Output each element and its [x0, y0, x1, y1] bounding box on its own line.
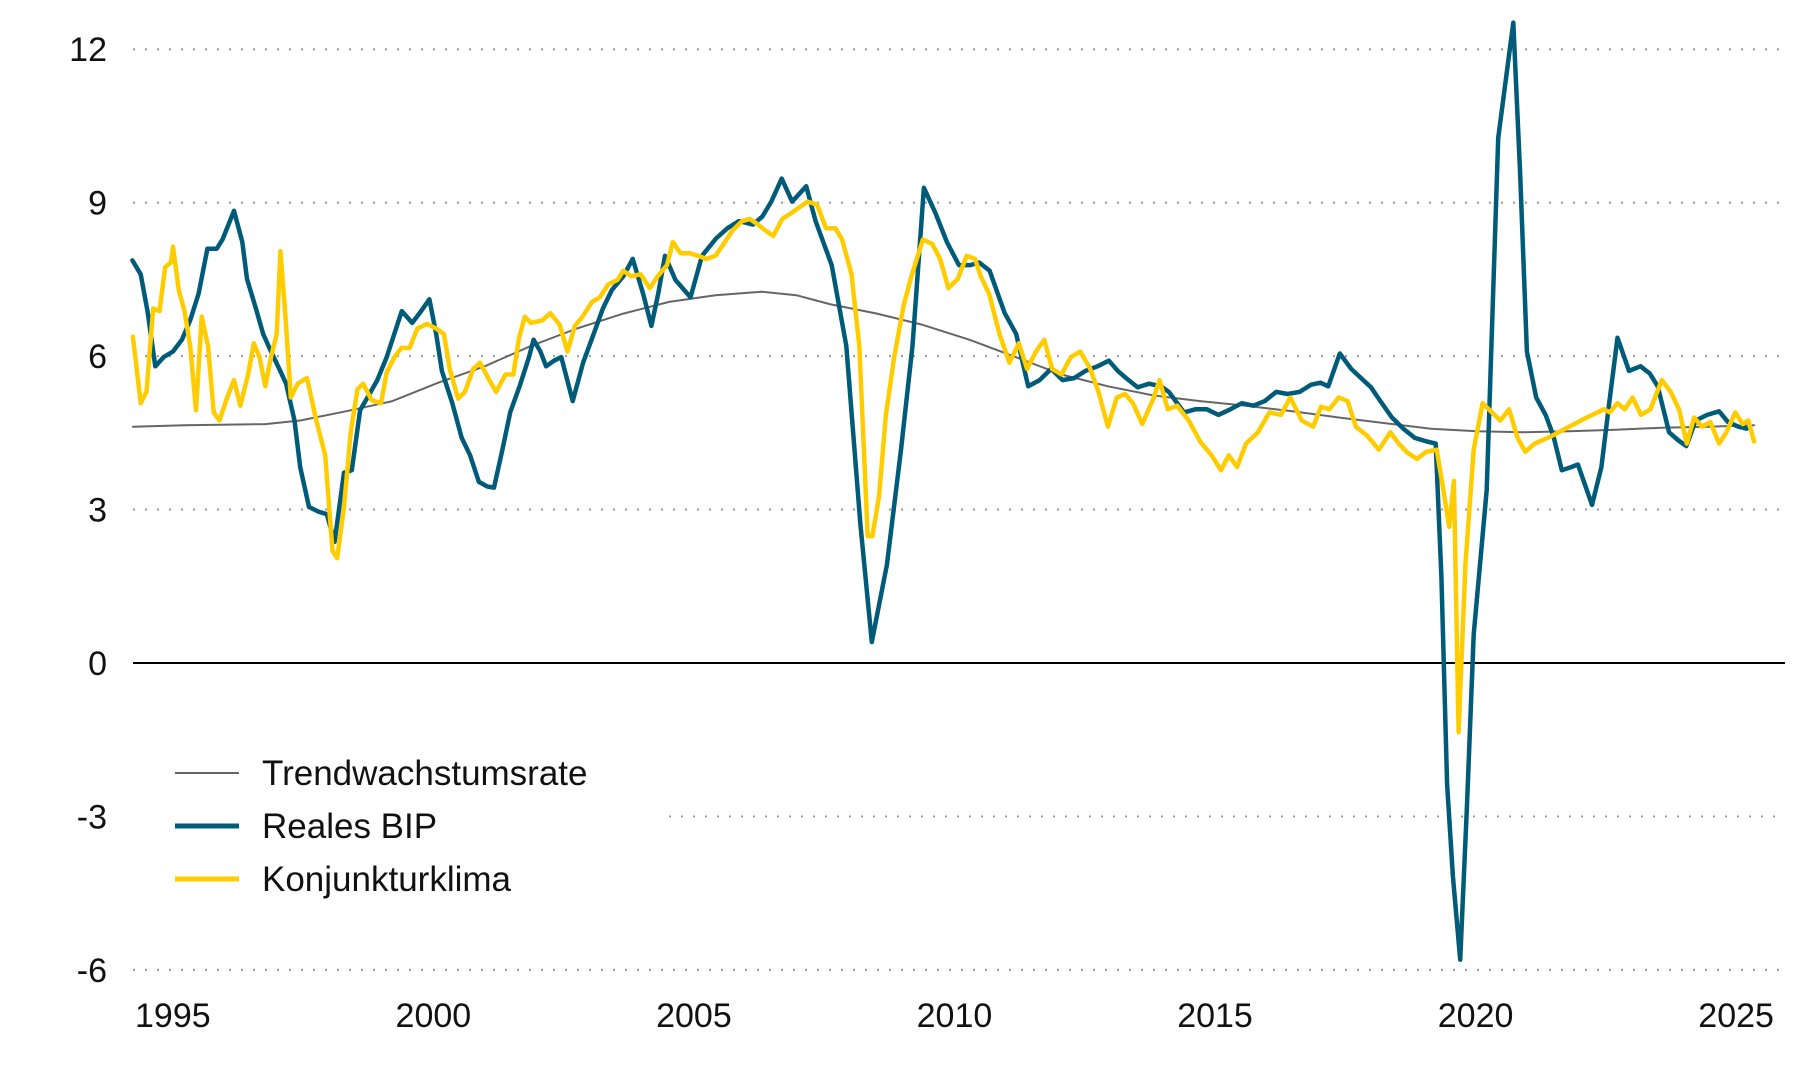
y-tick-label: -3	[77, 798, 107, 836]
y-tick-label: 6	[88, 338, 107, 376]
y-tick-label: 0	[88, 645, 107, 683]
x-tick-label: 2025	[1698, 997, 1774, 1035]
legend: Trendwachstumsrate Reales BIP Konjunktur…	[175, 754, 588, 899]
x-tick-label: 2010	[917, 997, 993, 1035]
series-line-trend	[131, 290, 1756, 434]
x-tick-label: 1995	[135, 997, 211, 1035]
legend-label-trend: Trendwachstumsrate	[262, 754, 588, 793]
series-line-bip	[130, 20, 1750, 962]
y-tick-label: 12	[69, 31, 107, 69]
series-line-konjunktur	[130, 199, 1757, 735]
y-axis-ticks: 12 9 6 3 0 -3 -6	[69, 31, 107, 990]
x-tick-label: 2005	[656, 997, 732, 1035]
x-tick-label: 2015	[1177, 997, 1253, 1035]
legend-label-konjunktur: Konjunkturklima	[262, 860, 512, 899]
y-tick-label: -6	[77, 952, 107, 990]
x-axis-ticks: 1995 2000 2005 2010 2015 2020 2025	[135, 997, 1774, 1035]
x-tick-label: 2000	[396, 997, 472, 1035]
gridlines	[133, 48, 1785, 971]
legend-label-bip: Reales BIP	[262, 807, 437, 846]
series-lines	[130, 20, 1757, 962]
x-tick-label: 2020	[1438, 997, 1514, 1035]
y-tick-label: 9	[88, 185, 107, 223]
y-tick-label: 3	[88, 492, 107, 530]
